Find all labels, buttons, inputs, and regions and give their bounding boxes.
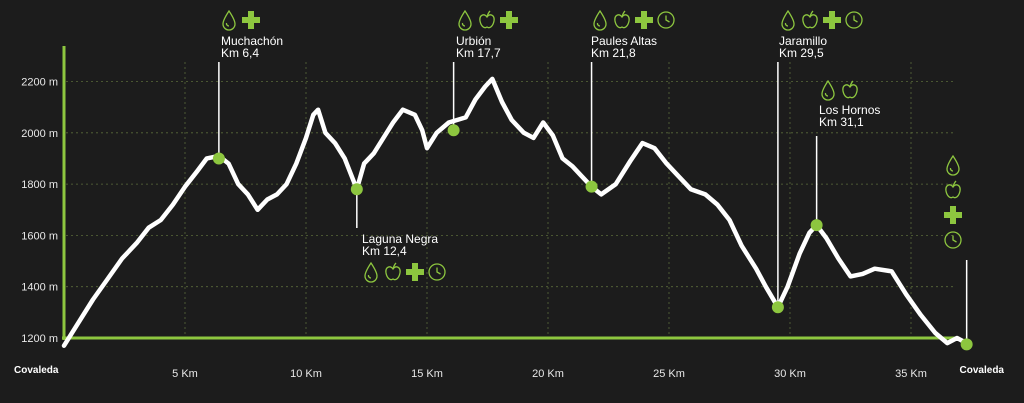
water-icon xyxy=(458,9,472,31)
clock-icon xyxy=(944,231,962,249)
first-aid-icon xyxy=(944,206,962,224)
y-tick-label: 1600 m xyxy=(21,230,58,242)
station-km-label: Km 6,4 xyxy=(221,46,259,60)
food-icon xyxy=(385,262,401,281)
first-aid-icon xyxy=(242,11,260,29)
station-marker xyxy=(960,338,973,351)
station-name: Los Hornos xyxy=(819,103,880,117)
station-finish xyxy=(944,154,973,351)
water-icon xyxy=(364,261,378,283)
water-icon xyxy=(946,154,960,176)
x-tick-label: 20 Km xyxy=(532,368,564,380)
food-icon xyxy=(802,10,818,29)
station-los-hornos xyxy=(810,79,858,232)
water-icon xyxy=(821,79,835,101)
y-tick-label: 1200 m xyxy=(21,333,58,345)
y-tick-label: 2200 m xyxy=(21,77,58,89)
start-label: Covaleda xyxy=(14,365,59,376)
first-aid-icon xyxy=(635,11,653,29)
station-km-label: Km 31,1 xyxy=(819,115,864,129)
station-marker xyxy=(447,124,460,137)
station-muchach-n xyxy=(212,9,260,165)
station-marker xyxy=(350,183,363,196)
end-label: Covaleda xyxy=(960,365,1005,376)
food-icon xyxy=(842,80,858,99)
clock-icon xyxy=(428,263,446,281)
food-icon xyxy=(614,10,630,29)
station-km-label: Km 17,7 xyxy=(456,46,501,60)
y-tick-label: 2000 m xyxy=(21,128,58,140)
station-name: Jaramillo xyxy=(779,34,827,48)
food-icon xyxy=(945,180,961,199)
station-km-label: Km 12,4 xyxy=(362,244,407,258)
food-icon xyxy=(479,10,495,29)
x-tick-label: 10 Km xyxy=(290,368,322,380)
station-marker xyxy=(585,180,598,193)
station-name: Urbión xyxy=(456,34,491,48)
station-marker xyxy=(212,152,225,165)
water-icon xyxy=(781,9,795,31)
station-km-label: Km 21,8 xyxy=(591,46,636,60)
x-tick-label: 15 Km xyxy=(411,368,443,380)
clock-icon xyxy=(657,11,675,29)
first-aid-icon xyxy=(406,263,424,281)
y-tick-label: 1800 m xyxy=(21,179,58,191)
station-marker xyxy=(810,219,823,232)
station-name: Paules Altas xyxy=(591,34,657,48)
station-urbi-n xyxy=(447,9,518,137)
station-name: Muchachón xyxy=(221,34,283,48)
first-aid-icon xyxy=(823,11,841,29)
y-tick-label: 1400 m xyxy=(21,282,58,294)
station-laguna-negra xyxy=(350,183,446,283)
elevation-line xyxy=(61,76,969,348)
water-icon xyxy=(222,9,236,31)
station-jaramillo xyxy=(771,9,863,314)
station-km-label: Km 29,5 xyxy=(779,46,824,60)
x-tick-label: 5 Km xyxy=(172,368,198,380)
x-tick-label: 25 Km xyxy=(653,368,685,380)
station-marker xyxy=(771,301,784,314)
station-paules-altas xyxy=(585,9,675,193)
x-tick-label: 30 Km xyxy=(774,368,806,380)
clock-icon xyxy=(845,11,863,29)
x-tick-label: 35 Km xyxy=(895,368,927,380)
first-aid-icon xyxy=(500,11,518,29)
station-name: Laguna Negra xyxy=(362,232,438,246)
water-icon xyxy=(593,9,607,31)
